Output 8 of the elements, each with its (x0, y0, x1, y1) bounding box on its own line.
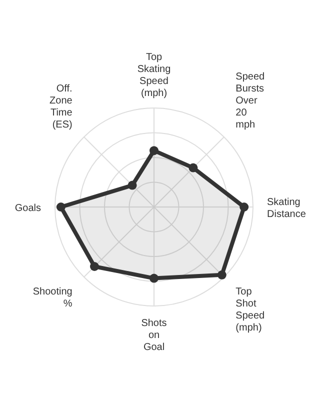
spoke-label: Shooting % (32, 286, 72, 310)
spoke-label: Skating Distance (267, 197, 306, 220)
spoke-label: Shots on Goal (141, 318, 167, 353)
spoke-label: Top Shot Speed (mph) (236, 286, 265, 334)
spoke-label: Top Skating Speed (mph) (137, 52, 171, 99)
spoke-label: Goals (14, 203, 41, 214)
spoke-label: Speed Bursts Over 20 mph (236, 71, 265, 130)
spoke-label: Off. Zone Time (ES) (50, 83, 73, 130)
